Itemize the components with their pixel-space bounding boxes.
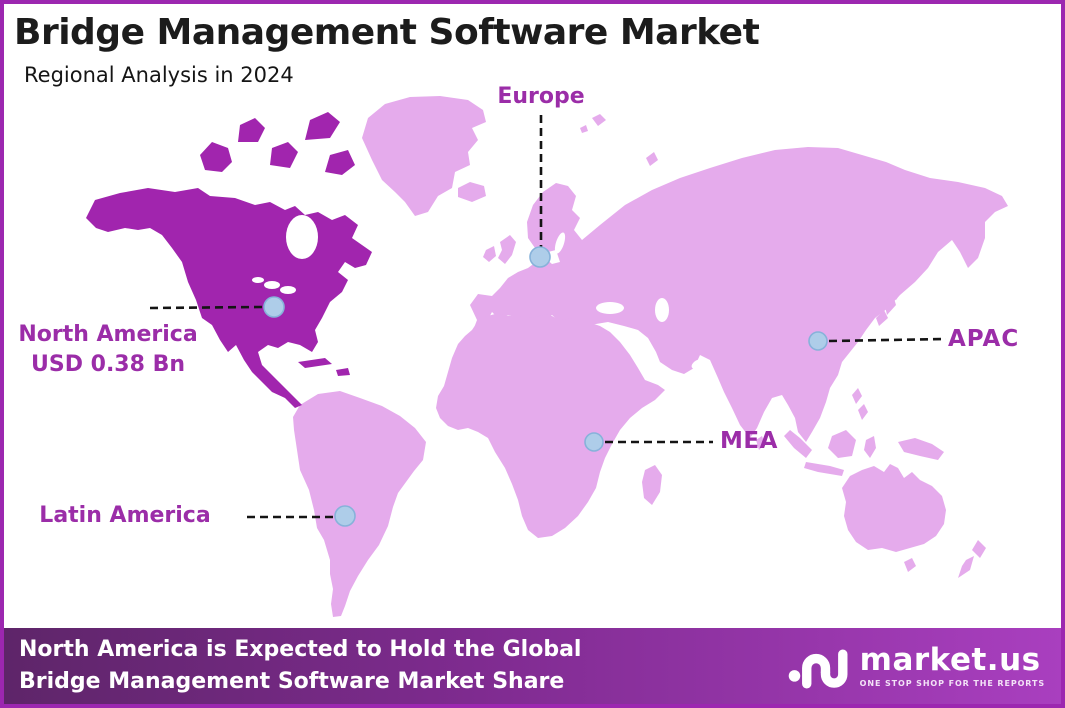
europe-marker: [529, 246, 551, 268]
madagascar-landmass: [642, 465, 662, 505]
arctic-islands: [200, 112, 355, 175]
page-title: Bridge Management Software Market: [14, 12, 760, 53]
lakes-and-seas: [252, 215, 705, 369]
marketus-logo-text: market.us ONE STOP SHOP FOR THE REPORTS: [859, 641, 1045, 688]
tasmania-island: [904, 558, 916, 572]
footer-banner: North America is Expected to Hold the Gl…: [4, 628, 1061, 704]
baltic-sea: [554, 232, 566, 254]
sakhalin-island: [905, 240, 915, 268]
great-lakes: [280, 286, 296, 294]
region-markers: [263, 246, 828, 527]
apac-leader-line: [828, 337, 947, 343]
great-lakes: [252, 277, 264, 283]
leader-lines: [149, 115, 947, 519]
black-sea: [596, 302, 624, 314]
hudson-bay: [286, 215, 318, 259]
land-default: [293, 96, 1008, 617]
great-lakes: [264, 281, 280, 289]
marketus-logo: market.us ONE STOP SHOP FOR THE REPORTS: [788, 643, 1061, 690]
caribbean-islands: [298, 358, 350, 376]
footer-callout: North America is Expected to Hold the Gl…: [4, 634, 581, 698]
svalbard-islands: [580, 114, 658, 166]
south-america-landmass: [293, 391, 426, 617]
apac-marker: [808, 331, 828, 351]
philippines-islands: [852, 388, 868, 420]
new-zealand-islands: [958, 540, 986, 578]
mea-marker: [584, 432, 604, 452]
iceland-landmass: [458, 182, 486, 202]
australia-landmass: [842, 464, 946, 552]
region-label-north-america: North America USD 0.38 Bn: [6, 320, 210, 379]
region-label-latin-america: Latin America: [39, 503, 211, 528]
region-label-mea: MEA: [720, 428, 778, 454]
page-subtitle: Regional Analysis in 2024: [24, 63, 294, 87]
region-label-apac: APAC: [948, 326, 1020, 352]
africa-landmass: [436, 314, 665, 538]
eurasia-landmass: [470, 147, 1008, 442]
latin-america-marker: [334, 505, 356, 527]
region-label-north-america-name: North America: [18, 322, 198, 347]
ireland-landmass: [483, 246, 496, 262]
marketus-logo-name: market.us: [859, 641, 1041, 678]
footer-callout-line1: North America is Expected to Hold the Gl…: [19, 637, 582, 663]
north-america-marker: [263, 296, 285, 318]
north-america-leader-line: [149, 305, 263, 310]
greenland-landmass: [362, 96, 486, 216]
indonesia-islands: [784, 430, 944, 476]
region-label-europe: Europe: [497, 84, 585, 109]
marketus-logo-icon: [788, 649, 848, 688]
marketus-logo-tagline: ONE STOP SHOP FOR THE REPORTS: [859, 678, 1045, 688]
caspian-sea: [655, 298, 669, 322]
footer-callout-line2: Bridge Management Software Market Share: [19, 669, 565, 694]
britain-landmass: [498, 235, 516, 264]
japan-islands: [876, 282, 903, 326]
persian-gulf: [691, 359, 705, 369]
region-value-north-america: USD 0.38 Bn: [31, 351, 185, 377]
sri-lanka-island: [756, 436, 765, 450]
